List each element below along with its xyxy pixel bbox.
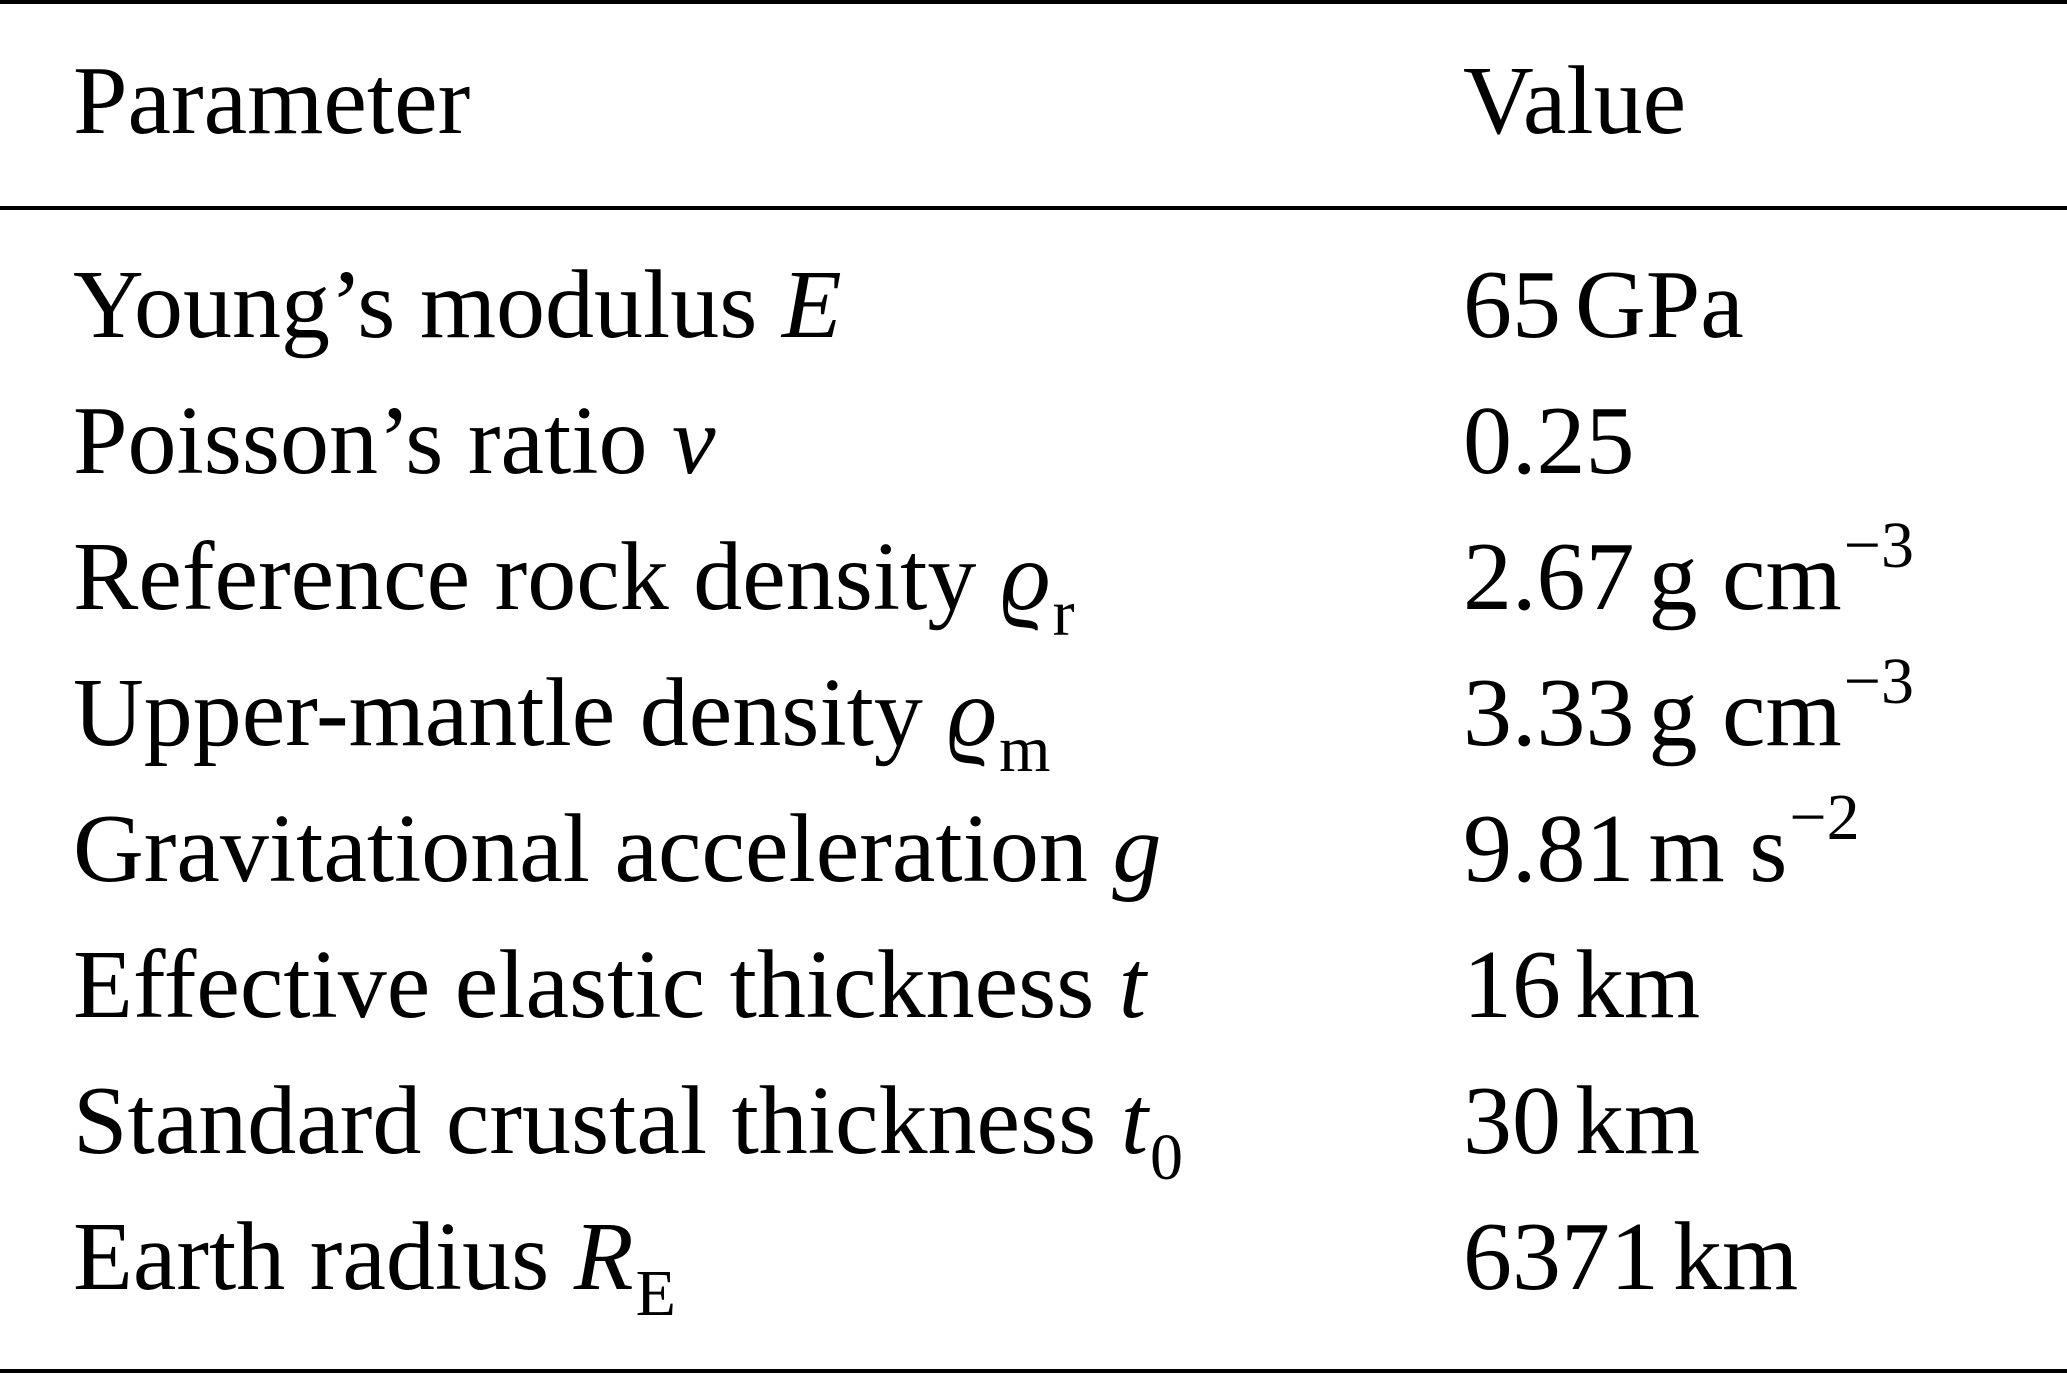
table-bottom-rule [0, 1369, 2067, 1373]
table-header-rule [0, 206, 2067, 210]
table-row-value: 3.33 g cm−3 [1463, 645, 1914, 767]
table-row-value: 65 GPa [1463, 251, 1744, 359]
header-value: Value [1463, 47, 1687, 155]
table-row-value: 9.81 m s−2 [1463, 781, 1860, 903]
table-row-parameter: Standard crustal thickness t0 [73, 1067, 1184, 1194]
table-row-value: 0.25 [1463, 387, 1635, 495]
table-row-parameter: Gravitational acceleration g [73, 795, 1162, 903]
table-row-parameter: Poisson’s ratio ν [73, 387, 716, 495]
table-row-parameter: Young’s modulus E [73, 251, 842, 359]
table-row-value: 6371 km [1463, 1203, 1799, 1311]
table-row-parameter: Reference rock density ϱr [73, 523, 1075, 650]
table-top-rule [0, 0, 2067, 4]
header-parameter: Parameter [73, 47, 471, 155]
table-row-value: 2.67 g cm−3 [1463, 509, 1914, 631]
table-row-parameter: Upper-mantle density ϱm [73, 659, 1051, 786]
table-row-value: 30 km [1463, 1067, 1701, 1175]
table-row-parameter: Effective elastic thickness t [73, 931, 1147, 1039]
table-row-parameter: Earth radius RE [73, 1203, 676, 1330]
table-row-value: 16 km [1463, 931, 1701, 1039]
